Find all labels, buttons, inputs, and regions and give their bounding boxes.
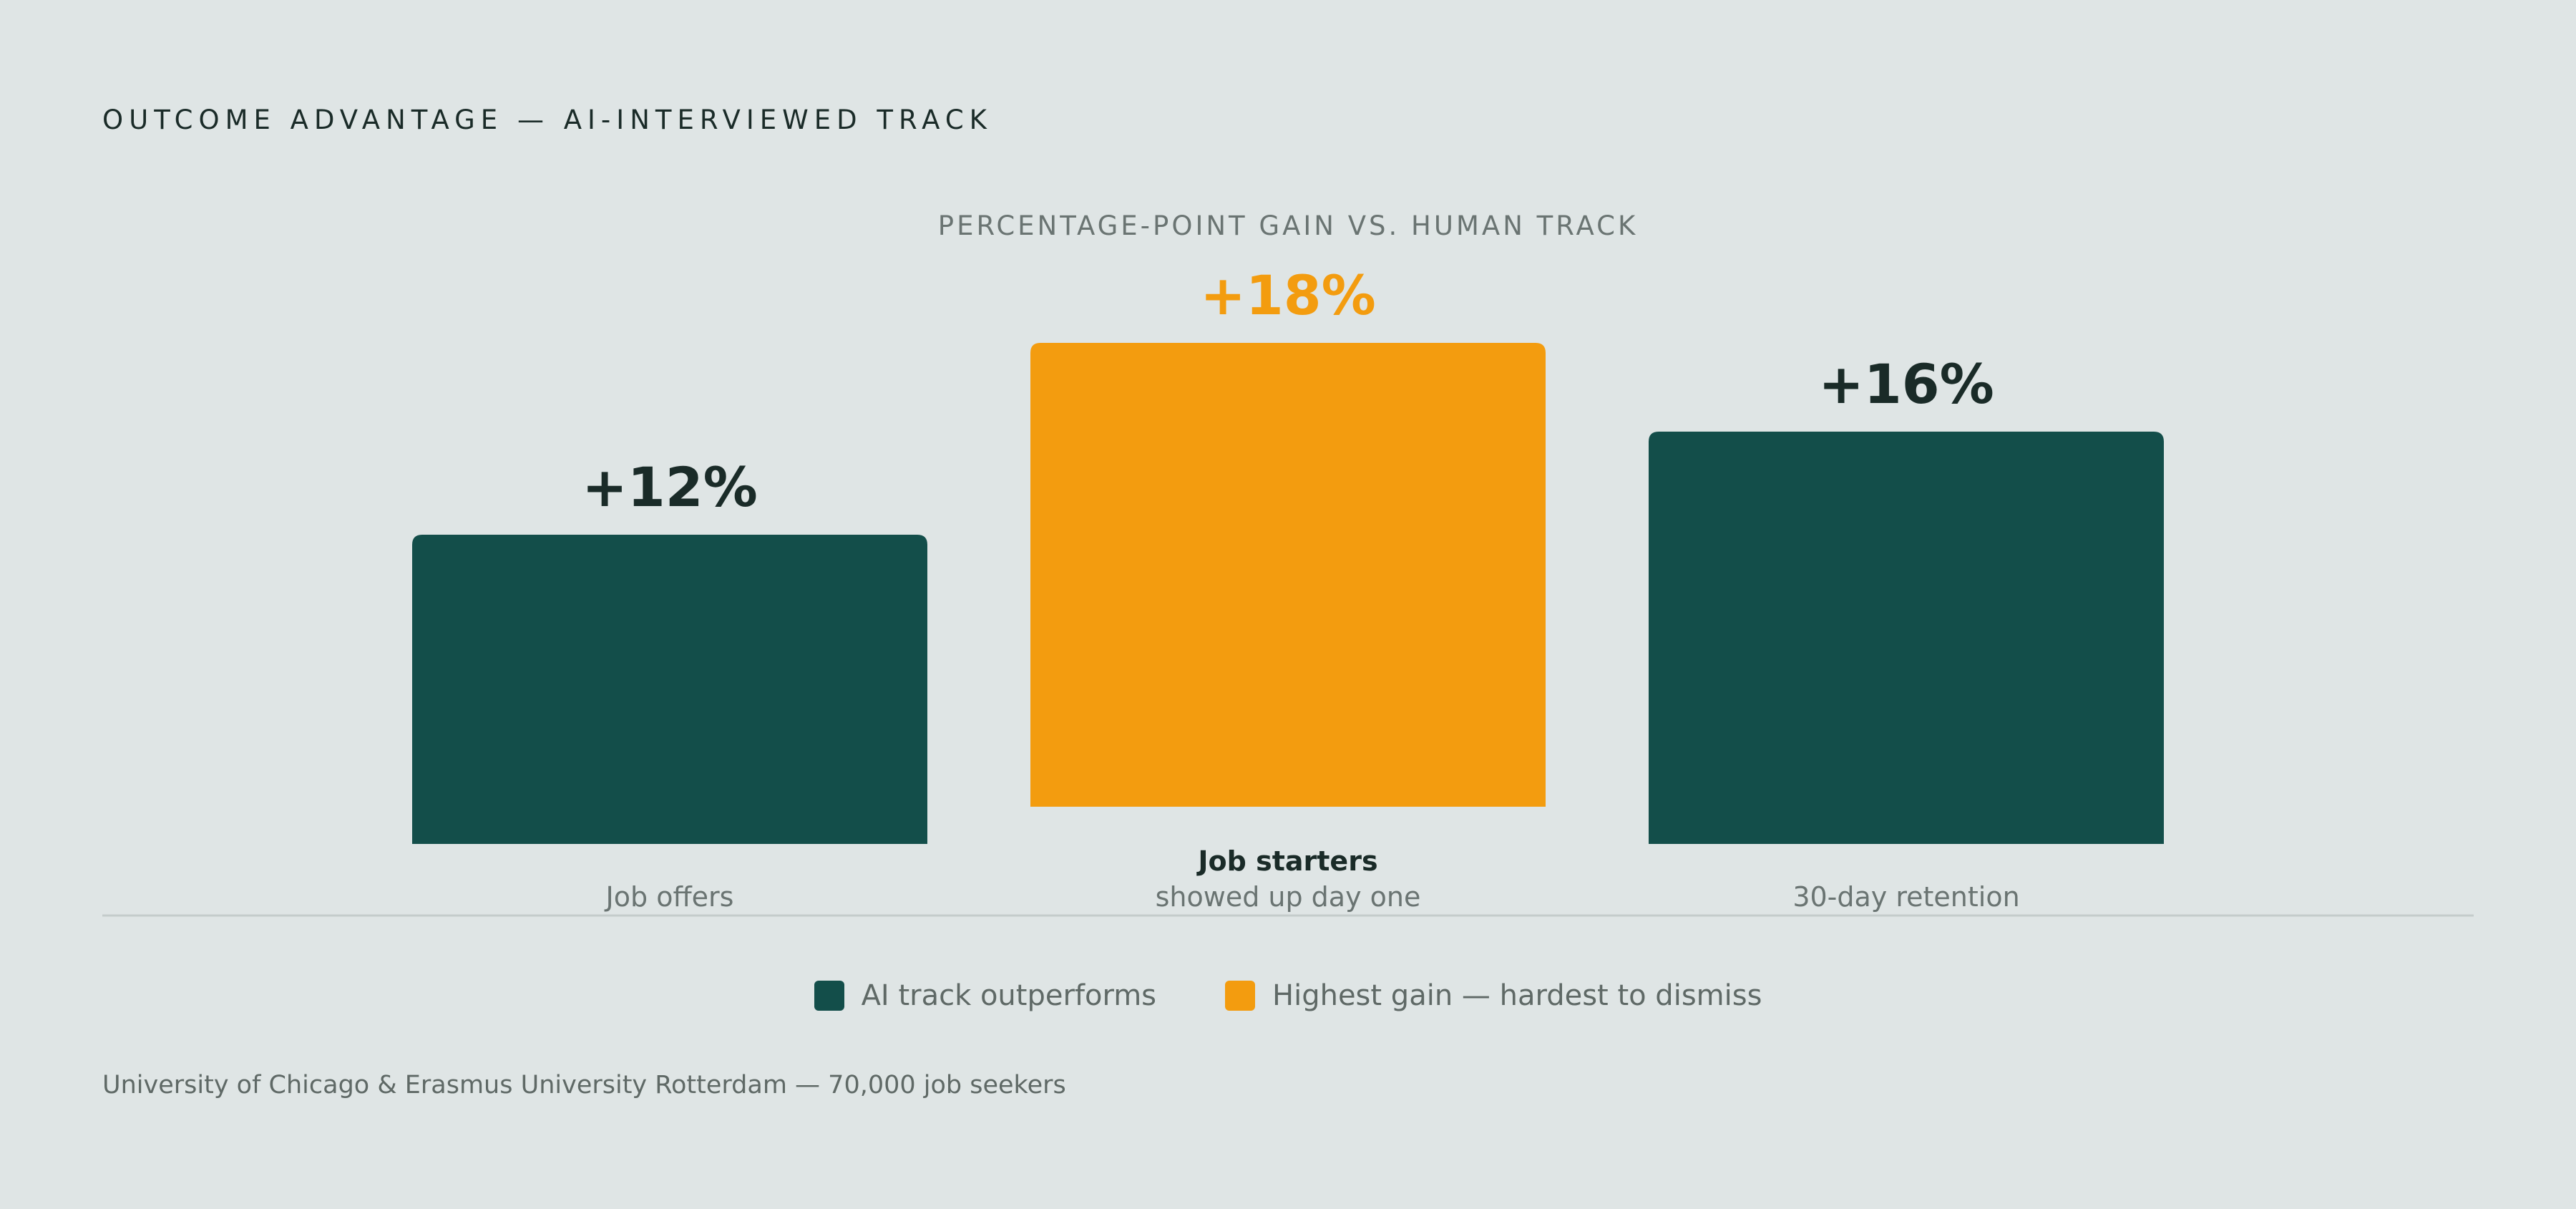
legend-swatch-teal	[814, 981, 844, 1011]
bar-0	[412, 535, 927, 844]
legend-label-highest-gain: Highest gain — hardest to dismiss	[1272, 979, 1762, 1012]
chart-subtitle: PERCENTAGE-POINT GAIN VS. HUMAN TRACK	[937, 210, 1639, 241]
value-label-1: +18%	[1200, 263, 1376, 327]
chart-eyebrow-title: OUTCOME ADVANTAGE — AI-INTERVIEWED TRACK	[102, 105, 992, 135]
category-label-0: Job offers	[605, 881, 734, 913]
value-label-0: +12%	[582, 455, 758, 519]
source-note: University of Chicago & Erasmus Universi…	[102, 1071, 1066, 1099]
legend-item-highest-gain: Highest gain — hardest to dismiss	[1225, 979, 1762, 1012]
value-label-2: +16%	[1818, 352, 1994, 416]
category-label-2: 30-day retention	[1792, 881, 2019, 913]
category-label-1: Job starters	[1196, 845, 1377, 877]
legend-label-ai-track: AI track outperforms	[861, 979, 1157, 1012]
chart-legend: AI track outperforms Highest gain — hard…	[0, 979, 2576, 1012]
bar-1	[1030, 343, 1546, 807]
category-sublabel-1: showed up day one	[1156, 881, 1421, 913]
bar-2	[1649, 432, 2164, 844]
legend-swatch-amber	[1225, 981, 1256, 1011]
legend-item-ai-track: AI track outperforms	[814, 979, 1156, 1012]
